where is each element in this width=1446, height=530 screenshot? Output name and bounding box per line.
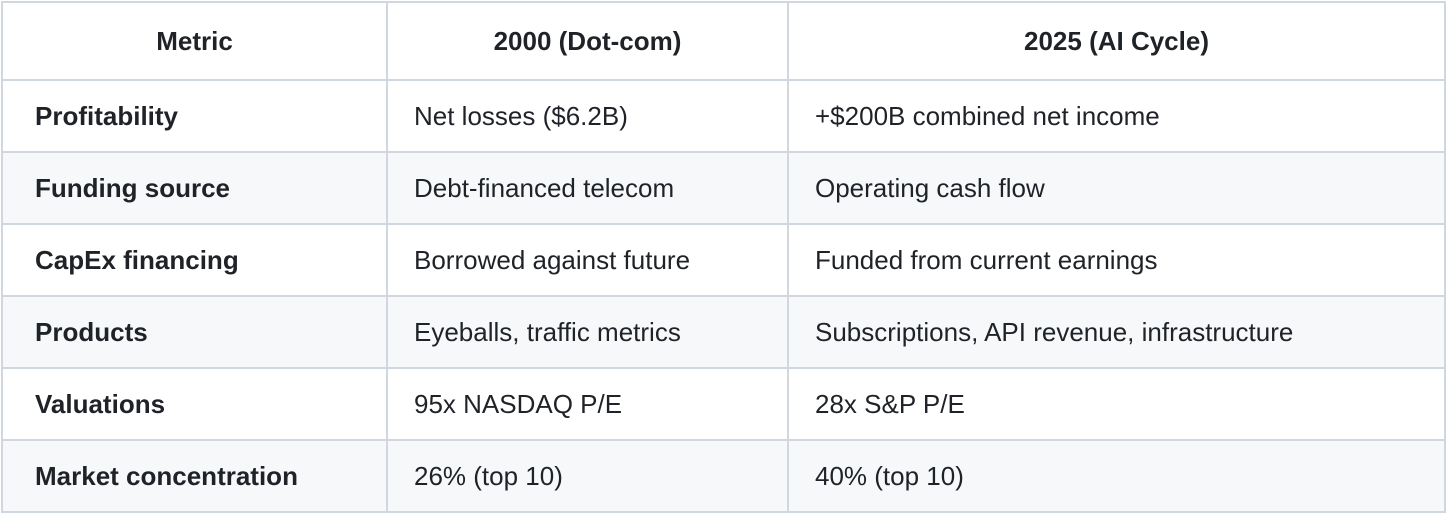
cell-2025-value: Funded from current earnings bbox=[787, 223, 1446, 297]
table-row: Funding source Debt-financed telecom Ope… bbox=[1, 151, 1446, 225]
table-row: CapEx financing Borrowed against future … bbox=[1, 223, 1446, 297]
cell-2000-value: Eyeballs, traffic metrics bbox=[386, 295, 789, 369]
cell-2025-value: +$200B combined net income bbox=[787, 79, 1446, 153]
table-row: Profitability Net losses ($6.2B) +$200B … bbox=[1, 79, 1446, 153]
table-row: Products Eyeballs, traffic metrics Subsc… bbox=[1, 295, 1446, 369]
cell-2025-value: 28x S&P P/E bbox=[787, 367, 1446, 441]
cell-2000-value: 26% (top 10) bbox=[386, 439, 789, 513]
cell-2000-value: 95x NASDAQ P/E bbox=[386, 367, 789, 441]
table-row: Market concentration 26% (top 10) 40% (t… bbox=[1, 439, 1446, 513]
cell-2025-value: Operating cash flow bbox=[787, 151, 1446, 225]
header-cell-2025-ai-cycle: 2025 (AI Cycle) bbox=[787, 1, 1446, 81]
header-cell-metric: Metric bbox=[1, 1, 388, 81]
comparison-table: Metric 2000 (Dot-com) 2025 (AI Cycle) Pr… bbox=[1, 1, 1446, 513]
cell-2025-value: Subscriptions, API revenue, infrastructu… bbox=[787, 295, 1446, 369]
metric-label: Profitability bbox=[1, 79, 388, 153]
metric-label: Products bbox=[1, 295, 388, 369]
cell-2000-value: Borrowed against future bbox=[386, 223, 789, 297]
cell-2000-value: Net losses ($6.2B) bbox=[386, 79, 789, 153]
metric-label: Valuations bbox=[1, 367, 388, 441]
table-container: Metric 2000 (Dot-com) 2025 (AI Cycle) Pr… bbox=[1, 1, 1446, 513]
cell-2025-value: 40% (top 10) bbox=[787, 439, 1446, 513]
cell-2000-value: Debt-financed telecom bbox=[386, 151, 789, 225]
header-cell-2000-dotcom: 2000 (Dot-com) bbox=[386, 1, 789, 81]
header-row: Metric 2000 (Dot-com) 2025 (AI Cycle) bbox=[1, 1, 1446, 81]
metric-label: Market concentration bbox=[1, 439, 388, 513]
table-row: Valuations 95x NASDAQ P/E 28x S&P P/E bbox=[1, 367, 1446, 441]
metric-label: CapEx financing bbox=[1, 223, 388, 297]
metric-label: Funding source bbox=[1, 151, 388, 225]
